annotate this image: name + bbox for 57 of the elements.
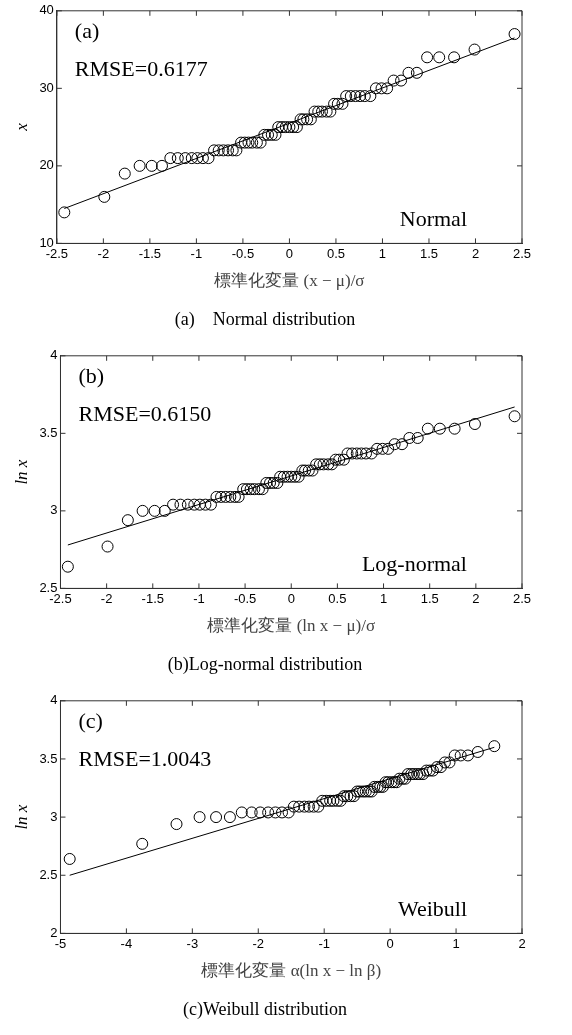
x-tick-label: -1.5 (138, 245, 162, 261)
y-tick-label: 40 (39, 2, 54, 18)
x-tick-label: 2.5 (512, 245, 532, 261)
x-axis-title: 標準化変量 α(ln x − ln β) (201, 960, 382, 980)
x-tick-label: 0.5 (326, 245, 345, 261)
x-tick-label: 1 (452, 935, 460, 951)
x-tick-label: -1 (190, 245, 203, 261)
x-tick-label: -0.5 (233, 590, 257, 606)
text: (a) Normal distribution (174, 308, 356, 330)
x-tick-label: 1.5 (419, 245, 439, 261)
y-tick-label: 3.5 (39, 424, 58, 440)
annotation: RMSE=0.6150 (78, 400, 212, 426)
y-tick-label: 3.5 (39, 750, 58, 766)
annotation: Weibull (397, 896, 467, 922)
text: (c)Weibull distribution (182, 998, 348, 1020)
x-tick-label: 0 (287, 590, 295, 606)
y-tick-label: 4 (50, 347, 58, 363)
y-tick-label: 20 (39, 157, 54, 173)
x-tick-label: 1 (379, 590, 388, 606)
annotation: RMSE=1.0043 (78, 745, 212, 771)
y-axis-title: ln x (11, 459, 31, 485)
y-tick-label: 4 (50, 692, 58, 708)
annotation: (c) (78, 707, 103, 733)
x-tick-label: -4 (120, 935, 133, 951)
annotation: (a) (74, 17, 100, 43)
x-tick-label: -1 (318, 935, 330, 951)
text: (b)Log-normal distribution (167, 653, 363, 675)
x-tick-label: 2 (518, 935, 526, 951)
y-tick-label: 3 (50, 502, 58, 518)
x-tick-label: 0 (386, 935, 394, 951)
annotation: RMSE=0.6177 (74, 55, 208, 81)
y-tick-label: 2.5 (39, 866, 58, 882)
y-tick-label: 30 (39, 79, 54, 95)
x-tick-label: 2.5 (512, 590, 532, 606)
x-tick-label: 2 (471, 245, 480, 261)
annotation: Normal (399, 206, 467, 232)
x-tick-label: 0 (285, 245, 294, 261)
annotation: (b) (78, 362, 105, 388)
x-tick-label: -3 (186, 935, 199, 951)
x-tick-label: -2 (252, 935, 265, 951)
x-tick-label: -1.5 (141, 590, 164, 606)
x-axis-title: 標準化変量 (ln x − μ)/σ (207, 615, 376, 635)
x-tick-label: 2 (472, 590, 480, 606)
y-axis-title: x (11, 122, 31, 132)
x-tick-label: 0.5 (328, 590, 347, 606)
x-tick-label: -2 (100, 590, 113, 606)
x-tick-label: 1.5 (420, 590, 439, 606)
x-tick-label: 1 (378, 245, 387, 261)
y-tick-label: 10 (39, 234, 54, 250)
annotation: Log-normal (361, 551, 467, 577)
y-tick-label: 2.5 (39, 579, 58, 595)
y-tick-label: 3 (50, 808, 58, 824)
y-axis-title: ln x (11, 804, 31, 830)
x-tick-label: -2 (97, 245, 110, 261)
x-tick-label: -1 (193, 590, 205, 606)
x-axis-title: 標準化変量 (x − μ)/σ (214, 270, 365, 290)
x-tick-label: -0.5 (231, 245, 255, 261)
